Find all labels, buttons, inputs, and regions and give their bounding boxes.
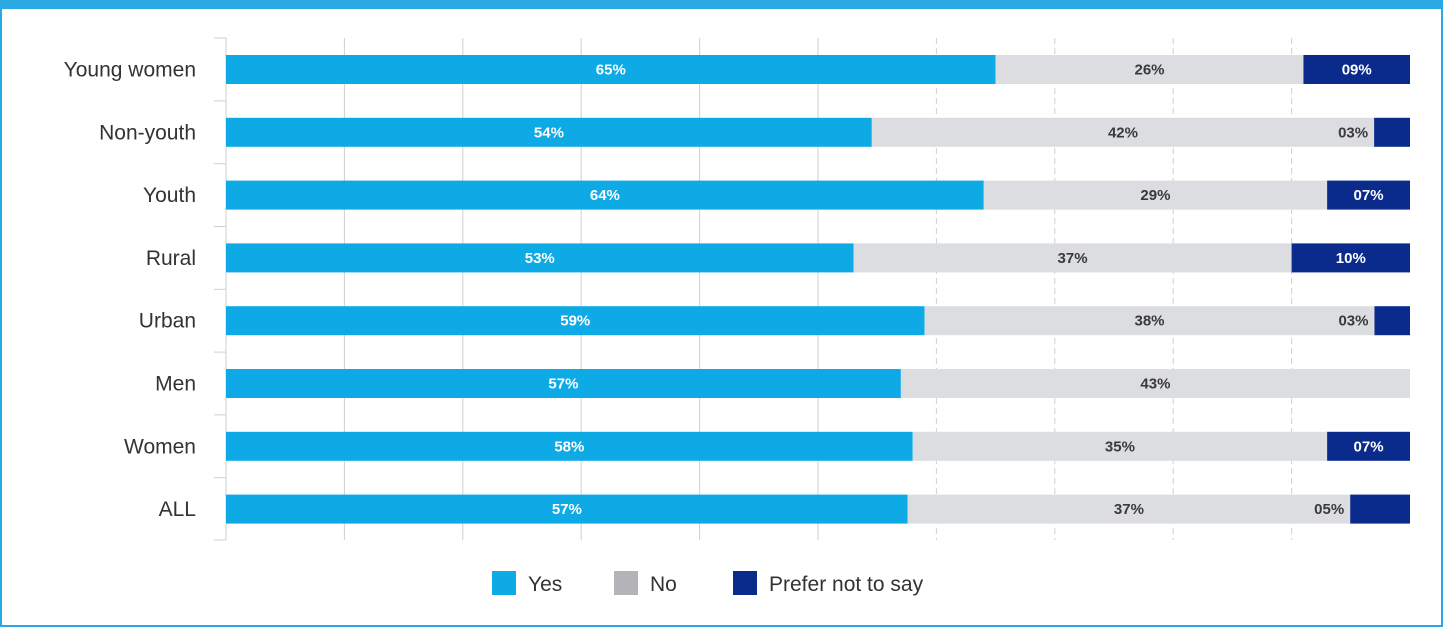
category-label-urban: Urban [139,310,196,333]
data-label-yes-urban: 59% [560,313,590,330]
legend-swatch-yes [492,571,516,595]
data-label-yes-women: 58% [554,438,584,455]
data-label-prefer-not-to-say-young-women: 09% [1342,62,1372,79]
data-label-yes-young-women: 65% [596,62,626,79]
legend: Yes No Prefer not to say [492,571,924,596]
data-label-yes-rural: 53% [525,250,555,267]
data-label-no-young-women: 26% [1135,62,1165,79]
category-label-young-women: Young women [64,59,196,82]
data-label-prefer-not-to-say-urban: 03% [1338,313,1368,330]
bar-prefer-not-to-say-urban [1374,306,1410,336]
bar-yes-women [226,431,913,461]
legend-swatch-no [614,571,638,595]
legend-label-yes: Yes [528,573,562,596]
category-label-men: Men [155,373,196,396]
data-label-prefer-not-to-say-youth: 07% [1354,187,1384,204]
data-label-no-men: 43% [1140,376,1170,393]
bar-no-all [907,494,1351,524]
category-label-women: Women [124,435,196,458]
data-label-no-non-youth: 42% [1108,124,1138,141]
bar-no-rural [853,243,1292,273]
category-label-rural: Rural [146,247,196,270]
bar-no-urban [924,306,1375,336]
bar-yes-urban [226,306,925,336]
bar-yes-youth [226,180,984,210]
data-label-no-urban: 38% [1135,313,1165,330]
data-label-yes-men: 57% [548,376,578,393]
legend-label-prefer-not-to-say: Prefer not to say [769,573,924,596]
category-labels: Young women Non-youth Youth Rural Urban Men Wo… [64,59,196,522]
bar-prefer-not-to-say-all [1350,494,1410,524]
data-label-prefer-not-to-say-rural: 10% [1336,250,1366,267]
bar-yes-rural [226,243,854,273]
bar-segments [226,55,1410,524]
category-label-all: ALL [159,498,196,521]
data-label-prefer-not-to-say-non-youth: 03% [1338,124,1368,141]
data-label-yes-non-youth: 54% [534,124,564,141]
bar-prefer-not-to-say-women [1327,431,1410,461]
data-label-no-youth: 29% [1140,187,1170,204]
bar-no-youth [983,180,1328,210]
bar-yes-young-women [226,55,996,84]
bar-no-men [900,369,1410,398]
data-label-yes-all: 57% [552,501,582,518]
data-label-no-rural: 37% [1058,250,1088,267]
grid-lines [343,38,1293,540]
bar-yes-men [226,369,901,398]
y-axis [214,37,227,541]
legend-label-no: No [650,573,677,596]
data-labels: 65% 26% 09% 54% 42% 03% 64% 29% 07% 53% 37% 10% 59% 3… [525,62,1384,519]
bar-prefer-not-to-say-non-youth [1374,117,1410,147]
bar-no-non-youth [871,117,1375,147]
data-label-prefer-not-to-say-women: 07% [1354,438,1384,455]
data-label-no-all: 37% [1114,501,1144,518]
data-label-yes-youth: 64% [590,187,620,204]
legend-swatch-prefer-not-to-say [733,571,757,595]
data-label-prefer-not-to-say-all: 05% [1314,501,1344,518]
category-label-youth: Youth [143,184,196,207]
category-label-non-youth: Non-youth [99,121,196,144]
bar-yes-non-youth [226,117,872,147]
bar-no-women [912,431,1328,461]
data-label-no-women: 35% [1105,438,1135,455]
bar-prefer-not-to-say-young-women [1303,55,1410,84]
bar-no-young-women [995,55,1304,84]
bar-prefer-not-to-say-rural [1291,243,1410,273]
bar-yes-all [226,494,908,524]
bar-prefer-not-to-say-youth [1327,180,1410,210]
